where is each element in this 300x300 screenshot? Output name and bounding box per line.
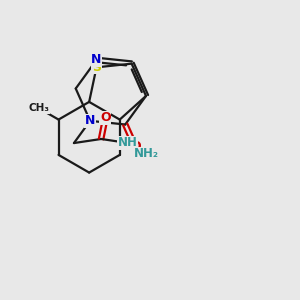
Text: O: O — [100, 111, 111, 124]
Text: NH₂: NH₂ — [134, 147, 158, 161]
Text: N: N — [91, 53, 102, 67]
Text: O: O — [130, 140, 140, 153]
Text: NH: NH — [117, 136, 137, 149]
Text: S: S — [92, 61, 101, 74]
Text: CH₃: CH₃ — [28, 103, 50, 113]
Text: N: N — [85, 114, 95, 127]
